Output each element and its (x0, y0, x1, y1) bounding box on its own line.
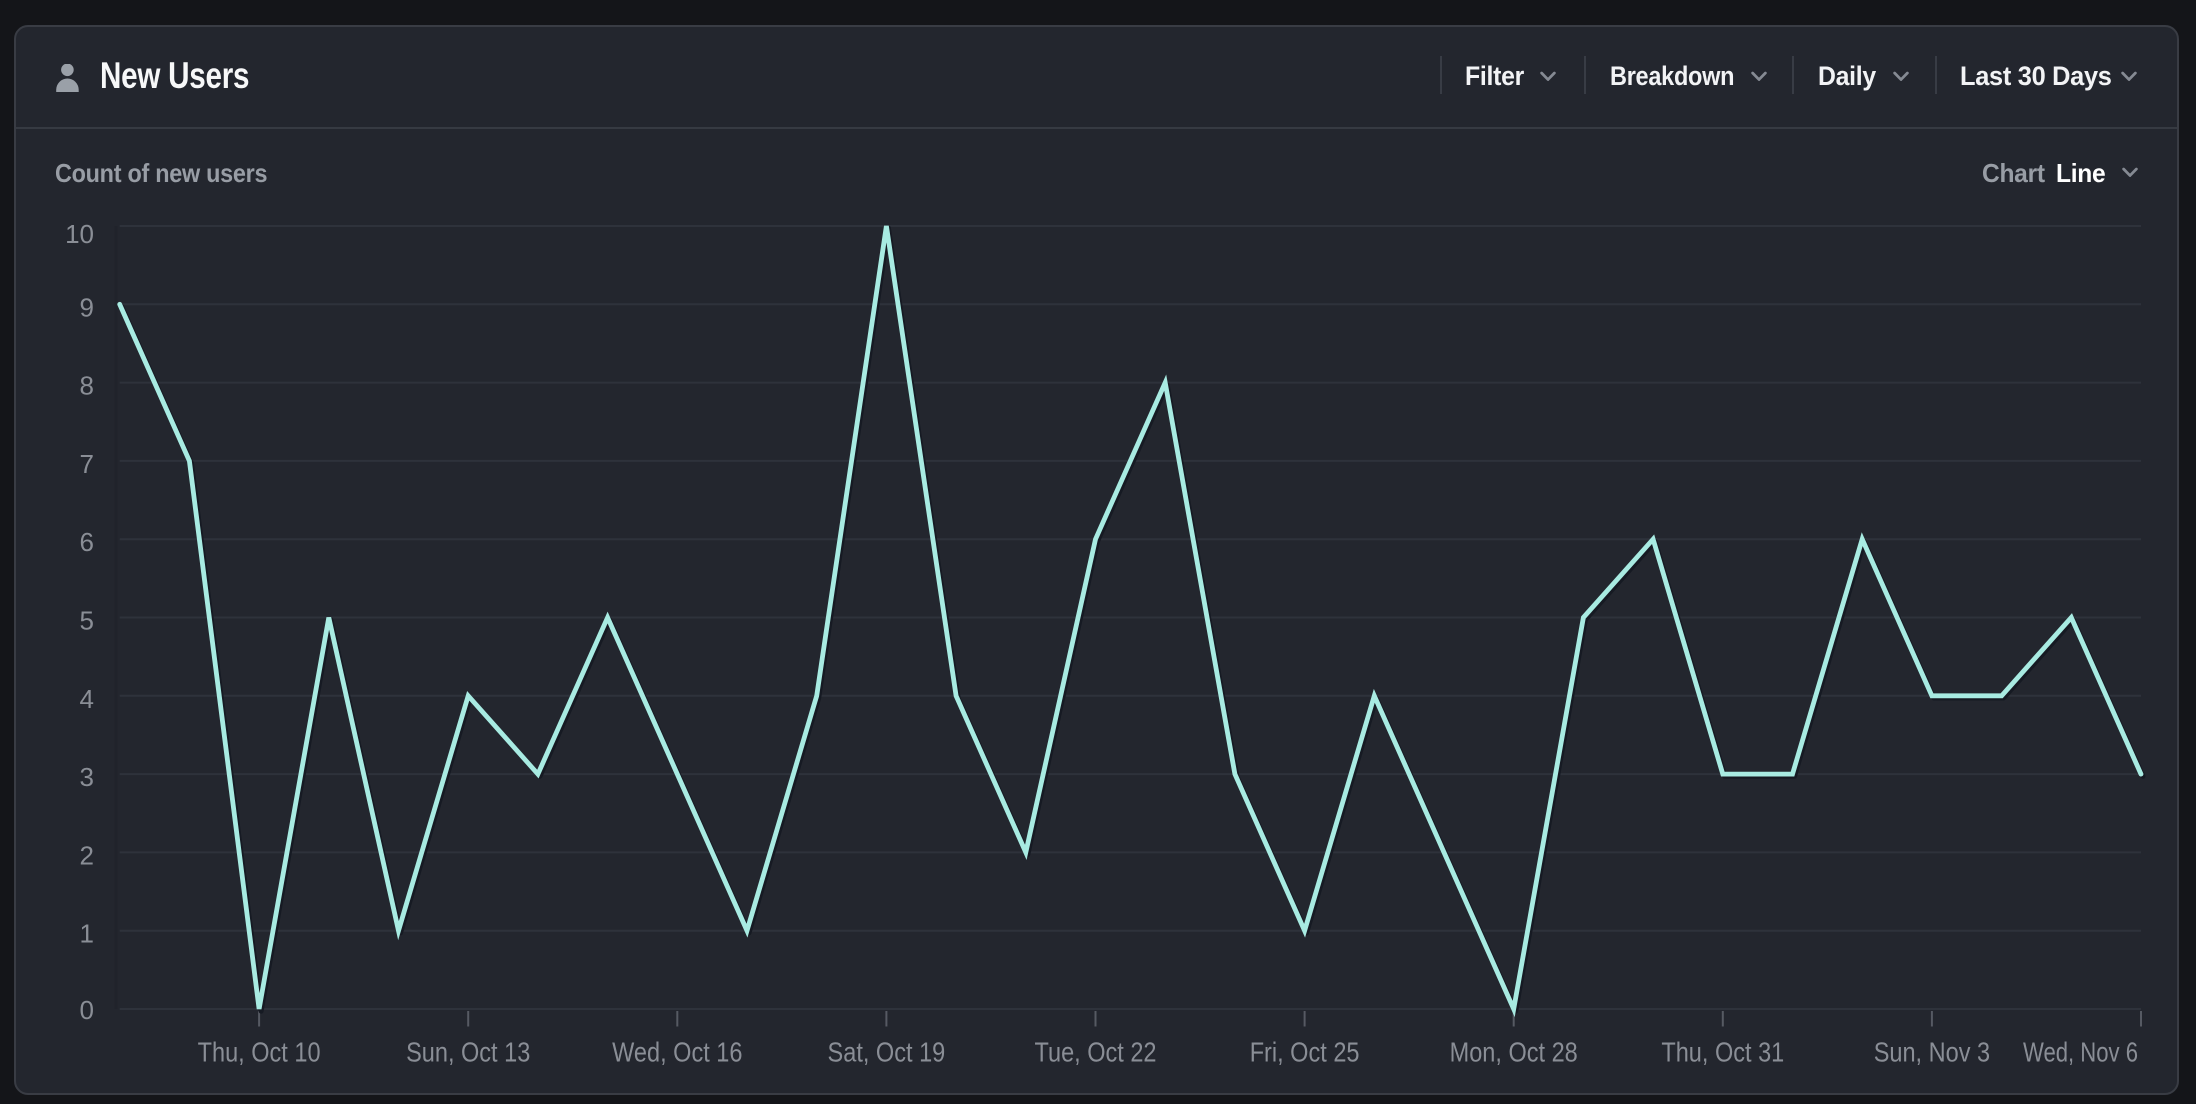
svg-text:Sat, Oct 19: Sat, Oct 19 (828, 1037, 946, 1068)
svg-text:7: 7 (80, 449, 94, 479)
svg-text:2: 2 (80, 840, 94, 870)
svg-text:0: 0 (80, 995, 94, 1025)
svg-text:Thu, Oct 10: Thu, Oct 10 (198, 1037, 321, 1068)
svg-text:10: 10 (65, 219, 94, 249)
svg-text:Tue, Oct 22: Tue, Oct 22 (1035, 1037, 1157, 1068)
svg-text:6: 6 (80, 527, 94, 557)
svg-text:1: 1 (80, 919, 94, 949)
svg-text:Sun, Nov 3: Sun, Nov 3 (1874, 1037, 1990, 1068)
svg-text:Mon, Oct 28: Mon, Oct 28 (1450, 1037, 1578, 1068)
svg-text:4: 4 (80, 684, 94, 714)
svg-text:Fri, Oct 25: Fri, Oct 25 (1250, 1037, 1360, 1068)
svg-text:Wed, Nov 6: Wed, Nov 6 (2023, 1037, 2138, 1068)
svg-text:5: 5 (80, 606, 94, 636)
svg-text:9: 9 (80, 292, 94, 322)
svg-text:Wed, Oct 16: Wed, Oct 16 (612, 1037, 742, 1068)
svg-text:8: 8 (80, 371, 94, 401)
svg-text:3: 3 (80, 762, 94, 792)
svg-text:Sun, Oct 13: Sun, Oct 13 (406, 1037, 530, 1068)
svg-text:Thu, Oct 31: Thu, Oct 31 (1661, 1037, 1784, 1068)
